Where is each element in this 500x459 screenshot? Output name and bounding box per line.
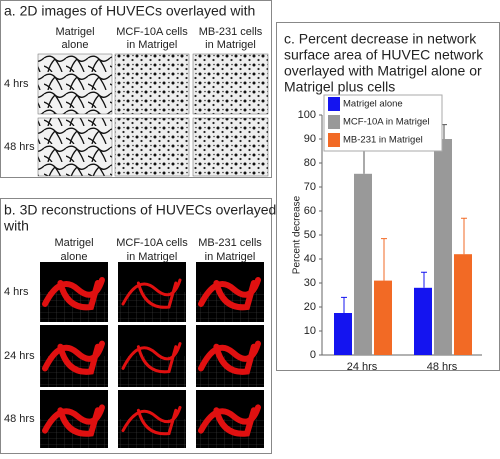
- y-tick-label: 100: [298, 109, 316, 121]
- reconstruction-grid: [118, 419, 186, 448]
- y-tick-label: 80: [304, 157, 316, 169]
- micrograph: [37, 117, 113, 177]
- legend-box: [323, 94, 443, 152]
- y-tick-label: 60: [304, 205, 316, 217]
- row-label: 4 hrs: [4, 78, 29, 90]
- column-header: MB-231 cells: [198, 237, 262, 249]
- y-tick-label: 30: [304, 277, 316, 289]
- bar: [334, 313, 352, 355]
- chart-title: overlayed with Matrigel alone or: [284, 63, 482, 79]
- vessel: [198, 277, 261, 311]
- column-header: MB-231 cells: [199, 26, 263, 38]
- legend-label: MCF-10A in Matrigel: [343, 117, 430, 128]
- micrograph: [192, 117, 269, 177]
- legend-swatch: [328, 115, 340, 129]
- micrograph: [114, 117, 190, 177]
- y-tick-label: 90: [304, 133, 316, 145]
- legend-swatch: [328, 133, 340, 147]
- legend-swatch: [328, 97, 340, 111]
- panel-b-title: b. 3D reconstructions of HUVECs overlaye…: [4, 202, 276, 218]
- column-header: Matrigel: [55, 26, 94, 38]
- column-header: MCF-10A cells: [116, 237, 188, 249]
- chart-title: c. Percent decrease in network: [284, 31, 477, 47]
- x-tick-label: 48 hrs: [427, 361, 458, 373]
- column-header: in Matrigel: [127, 251, 178, 263]
- legend-label: MB-231 in Matrigel: [343, 135, 423, 146]
- panel-a-title: a. 2D images of HUVECs overlayed with: [4, 3, 255, 19]
- row-label: 4 hrs: [4, 286, 29, 298]
- column-header: in Matrigel: [127, 39, 178, 51]
- vessel: [121, 405, 182, 436]
- vessel: [121, 342, 182, 374]
- micrograph: [192, 53, 269, 115]
- y-tick-label: 70: [304, 181, 316, 193]
- bar: [414, 287, 432, 355]
- bar: [434, 139, 452, 355]
- row-label: 48 hrs: [4, 413, 35, 425]
- legend-label: Matrigel alone: [343, 99, 403, 110]
- y-tick-label: 20: [304, 301, 316, 313]
- row-label: 48 hrs: [4, 141, 35, 153]
- x-tick-label: 24 hrs: [347, 361, 378, 373]
- error-bar: [421, 271, 427, 288]
- vessel: [198, 340, 261, 375]
- chart-title: Matrigel plus cells: [284, 79, 395, 95]
- reconstruction-grid: [118, 292, 186, 322]
- reconstruction-grid: [118, 356, 186, 387]
- vessel: [42, 340, 105, 375]
- row-label: 24 hrs: [4, 350, 35, 362]
- chart-title: surface area of HUVEC network: [284, 47, 484, 63]
- column-header: Matrigel: [54, 237, 93, 249]
- error-bar: [381, 238, 387, 281]
- vessel: [121, 278, 182, 309]
- error-bar: [461, 217, 467, 255]
- bar: [454, 254, 472, 355]
- y-tick-label: 50: [304, 229, 316, 241]
- vessel: [42, 404, 105, 437]
- column-header: alone: [62, 39, 89, 51]
- y-axis-label: Percent decrease: [292, 195, 303, 274]
- bar: [354, 173, 372, 355]
- column-header: MCF-10A cells: [116, 26, 188, 38]
- vessel: [42, 277, 105, 311]
- bar: [374, 280, 392, 355]
- column-header: in Matrigel: [205, 39, 256, 51]
- micrograph: [114, 53, 190, 115]
- vessel: [198, 404, 261, 437]
- column-header: in Matrigel: [205, 251, 256, 263]
- panel-a-border: [0, 0, 272, 178]
- y-tick-label: 40: [304, 253, 316, 265]
- panel-b-title: with: [3, 218, 29, 234]
- error-bar: [341, 296, 347, 313]
- y-tick-label: 0: [310, 349, 316, 361]
- micrograph: [37, 53, 113, 115]
- column-header: alone: [61, 251, 88, 263]
- y-tick-label: 10: [304, 325, 316, 337]
